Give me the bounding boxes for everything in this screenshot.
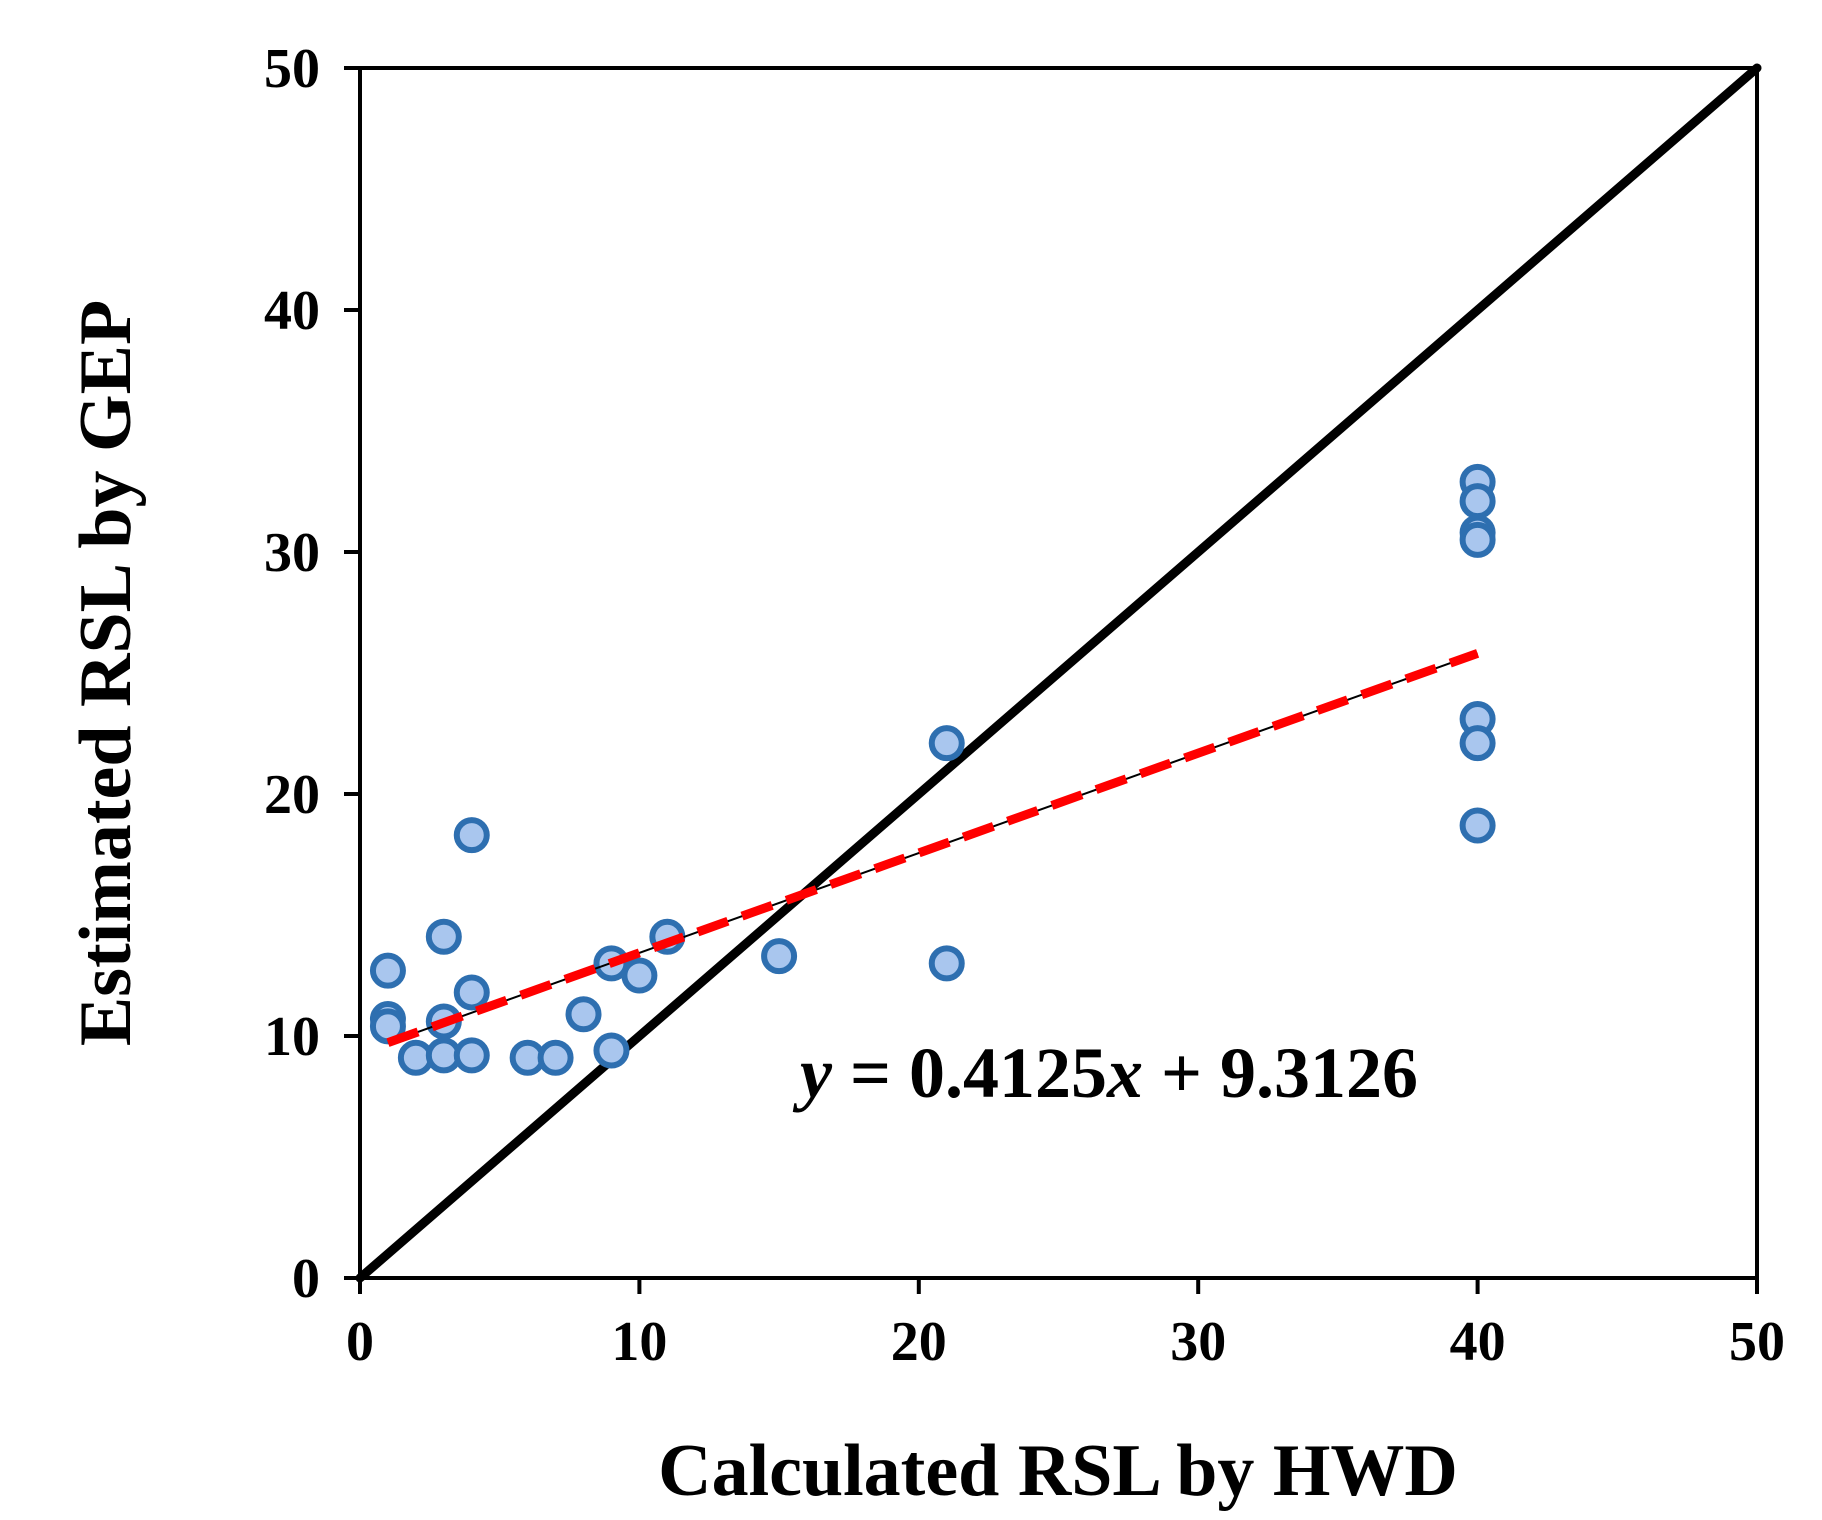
y-tick-label-30: 30: [264, 522, 320, 584]
data-point-19: [928, 725, 965, 762]
data-point-9: [453, 974, 490, 1011]
data-point-20: [928, 945, 965, 982]
equation-mid: = 0.4125: [832, 1033, 1107, 1113]
plot-content: [355, 63, 1762, 1283]
equation-end: + 9.3126: [1143, 1033, 1418, 1113]
x-axis-title: Calculated RSL by HWD: [658, 1430, 1458, 1512]
data-point-8: [453, 817, 490, 854]
data-point-24: [1459, 521, 1496, 558]
trendline-equation: y = 0.4125x + 9.3126: [792, 1033, 1418, 1113]
y-tick-label-20: 20: [264, 764, 320, 826]
x-tick-label-50: 50: [1729, 1311, 1785, 1373]
x-tick-label-0: 0: [346, 1311, 374, 1373]
x-tick-label-30: 30: [1170, 1311, 1226, 1373]
data-point-16: [621, 957, 658, 994]
data-point-12: [537, 1039, 574, 1076]
data-point-5: [425, 918, 462, 955]
plot-frame: [358, 66, 1759, 1280]
line-of-equality: [355, 63, 1762, 1283]
data-point-10: [453, 1037, 490, 1074]
x-tick-label-40: 40: [1450, 1311, 1506, 1373]
y-tick-label-0: 0: [292, 1248, 320, 1310]
equation-y-var: y: [792, 1033, 833, 1113]
x-tick-label-10: 10: [611, 1311, 667, 1373]
y-tick-label-50: 50: [264, 38, 320, 100]
data-point-18: [761, 938, 798, 975]
data-point-13: [565, 996, 602, 1033]
y-tick-label-10: 10: [264, 1006, 320, 1068]
x-tick-label-20: 20: [891, 1311, 947, 1373]
data-point-1: [369, 952, 406, 989]
data-point-27: [1459, 807, 1496, 844]
data-point-26: [1459, 725, 1496, 762]
data-point-15: [593, 1032, 630, 1069]
y-axis-title: Estimated RSL by GEP: [65, 300, 147, 1046]
data-point-22: [1459, 483, 1496, 520]
equation-x-var: x: [1106, 1033, 1143, 1113]
trendline: [386, 649, 1480, 1047]
y-tick-label-40: 40: [264, 280, 320, 342]
tick-labels: 0 10 20 30 40 50 0 10 20 30 40 50: [264, 38, 1785, 1373]
tick-marks: [344, 66, 1759, 1294]
